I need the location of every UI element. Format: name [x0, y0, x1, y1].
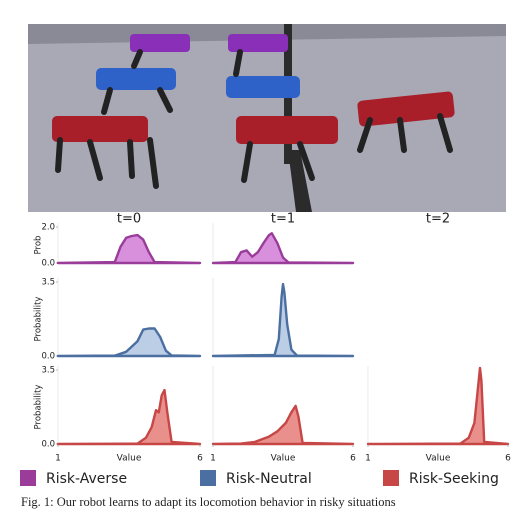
x-tick-label: 6 [505, 454, 511, 464]
y-tick-label: 0.0 [41, 352, 55, 362]
legend-label: Risk-Averse [46, 471, 127, 487]
y-tick-label: 0.0 [41, 440, 55, 450]
x-tick-label: 1 [210, 454, 216, 464]
column-title: t=0 [117, 212, 141, 227]
y-axis-label: Prob [34, 236, 44, 255]
column-title: t=1 [271, 212, 295, 227]
density-area [211, 404, 355, 446]
legend-swatch [200, 470, 216, 486]
legend-label: Risk-Seeking [409, 471, 499, 487]
legend-swatch [20, 470, 36, 486]
legend-label: Risk-Neutral [226, 471, 312, 487]
y-axis-label: Probability [34, 385, 44, 430]
x-axis-label: Value [271, 454, 296, 464]
x-tick-label: 1 [365, 454, 371, 464]
column-title: t=2 [426, 212, 450, 227]
density-area [56, 233, 202, 265]
y-axis-label: Probability [34, 297, 44, 342]
y-tick-label: 2.0 [41, 223, 55, 233]
density-area [56, 327, 202, 358]
caption: Fig. 1: Our robot learns to adapt its lo… [21, 495, 396, 509]
robot-render [28, 24, 506, 212]
x-axis-label: Value [117, 454, 142, 464]
density-area [366, 366, 510, 446]
x-axis-label: Value [426, 454, 451, 464]
legend-swatch [383, 470, 399, 486]
density-area [211, 282, 355, 358]
y-tick-label: 3.5 [41, 278, 55, 288]
density-area [56, 388, 202, 446]
y-tick-label: 3.5 [41, 366, 55, 376]
x-tick-label: 1 [55, 454, 61, 464]
density-area [211, 232, 355, 265]
x-tick-label: 6 [350, 454, 356, 464]
x-tick-label: 6 [197, 454, 203, 464]
y-tick-label: 0.0 [41, 259, 55, 269]
